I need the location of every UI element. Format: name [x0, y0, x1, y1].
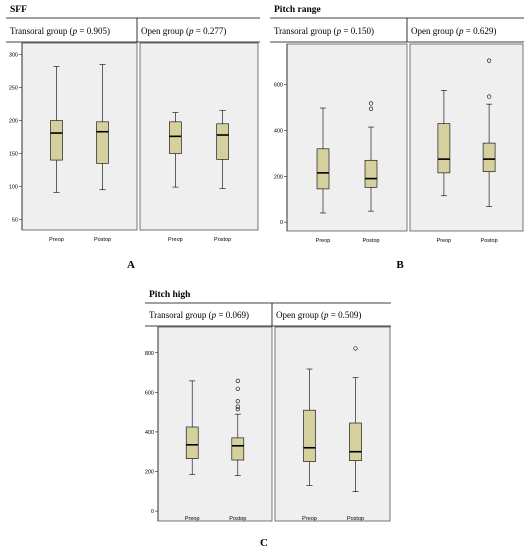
group-label: Open group (p = 0.277) — [141, 26, 226, 36]
y-tick-label: 200 — [274, 174, 283, 180]
y-tick-label: 250 — [9, 86, 18, 92]
iqr-box — [303, 409, 316, 462]
box-postop: Postop — [362, 101, 380, 244]
y-tick-label: 400 — [274, 128, 283, 134]
plot-area — [409, 43, 524, 232]
box-preop: Preop — [302, 368, 317, 522]
y-tick-label: 600 — [274, 83, 283, 89]
y-tick-label: 200 — [145, 470, 154, 476]
outlier-point — [235, 378, 240, 383]
figure-letter: C — [260, 537, 268, 549]
y-tick-label: 400 — [145, 430, 154, 436]
group-label: Transoral group (p = 0.069) — [149, 310, 249, 320]
iqr-box — [169, 121, 182, 154]
box-preop: Preop — [185, 380, 200, 522]
iqr-box — [96, 121, 109, 164]
x-category-label: Postop — [347, 516, 364, 522]
panel-transoral-group: Transoral group (p = 0.069) 0 200 400 600 800… — [145, 310, 273, 522]
y-tick-label: 0 — [151, 509, 154, 515]
x-category-label: Preop — [437, 238, 452, 244]
outlier-point — [235, 399, 240, 404]
plot-area — [157, 326, 273, 522]
outlier-point — [368, 101, 374, 106]
x-category-label: Postop — [362, 238, 379, 244]
iqr-box — [216, 123, 229, 160]
x-category-label: Preop — [49, 237, 64, 243]
outlier-point — [353, 346, 358, 351]
iqr-box — [364, 159, 378, 188]
outlier-point — [235, 404, 240, 409]
iqr-box — [349, 422, 362, 461]
panel-open-group: Open group (p = 0.277) Preop Postop — [139, 26, 259, 243]
x-category-label: Postop — [214, 237, 231, 243]
chart-sff: SFF Transoral group (p = 0.905) 50 100 150 20… — [6, 5, 260, 271]
y-tick-label: 100 — [9, 184, 18, 190]
panel-open-group: Open group (p = 0.629) Preop Postop — [409, 26, 524, 244]
plot-area — [286, 43, 408, 232]
iqr-box — [50, 120, 63, 161]
y-tick-label: 50 — [12, 217, 18, 223]
box-postop: Postop — [347, 346, 364, 522]
iqr-box — [316, 148, 330, 190]
figure-letter: B — [396, 259, 404, 271]
panel-open-group: Open group (p = 0.509) Preop Postop — [274, 310, 391, 522]
box-preop: Preop — [168, 112, 183, 243]
panel-transoral-group: Transoral group (p = 0.150) 0 200 400 600 Pre… — [274, 26, 408, 244]
iqr-box — [482, 142, 496, 173]
box-postop: Postop — [214, 110, 231, 243]
plot-area — [21, 42, 138, 231]
chart-pitch-high: Pitch high Transoral group (p = 0.069) 0 20… — [145, 290, 391, 549]
x-category-label: Preop — [185, 516, 200, 522]
figure-letter: A — [127, 259, 135, 271]
y-tick-label: 150 — [9, 151, 18, 157]
y-tick-label: 600 — [145, 390, 154, 396]
y-tick-label: 800 — [145, 351, 154, 357]
box-preop: Preop — [49, 66, 64, 243]
x-category-label: Preop — [168, 237, 183, 243]
iqr-box — [231, 437, 245, 461]
x-category-label: Preop — [316, 238, 331, 244]
y-tick-label: 0 — [280, 220, 283, 226]
x-category-label: Postop — [481, 238, 498, 244]
plot-area — [139, 42, 259, 231]
chart-title: Pitch high — [149, 290, 191, 300]
box-postop: Postop — [94, 64, 111, 243]
box-postop: Postop — [481, 58, 498, 244]
plot-area — [274, 326, 391, 522]
y-tick-label: 200 — [9, 119, 18, 125]
group-label: Open group (p = 0.509) — [276, 310, 361, 320]
outlier-point — [487, 94, 492, 99]
box-preop: Preop — [437, 90, 452, 244]
x-category-label: Postop — [94, 237, 111, 243]
chart-title: SFF — [10, 5, 27, 15]
chart-pitch-range: Pitch range Transoral group (p = 0.150) 0 2… — [270, 5, 524, 271]
group-label: Open group (p = 0.629) — [411, 26, 496, 36]
group-label: Transoral group (p = 0.905) — [10, 26, 110, 36]
group-label: Transoral group (p = 0.150) — [274, 26, 374, 36]
box-postop: Postop — [229, 378, 246, 522]
panel-transoral-group: Transoral group (p = 0.905) 50 100 150 200 25… — [9, 26, 138, 243]
y-tick-label: 300 — [9, 53, 18, 59]
outlier-point — [368, 106, 374, 111]
outlier-point — [235, 386, 240, 391]
iqr-box — [185, 426, 199, 459]
box-preop: Preop — [316, 107, 331, 244]
iqr-box — [437, 123, 451, 174]
x-category-label: Preop — [302, 516, 317, 522]
x-category-label: Postop — [229, 516, 246, 522]
outlier-point — [487, 58, 492, 63]
chart-title: Pitch range — [274, 5, 321, 15]
outlier-point — [235, 407, 240, 412]
